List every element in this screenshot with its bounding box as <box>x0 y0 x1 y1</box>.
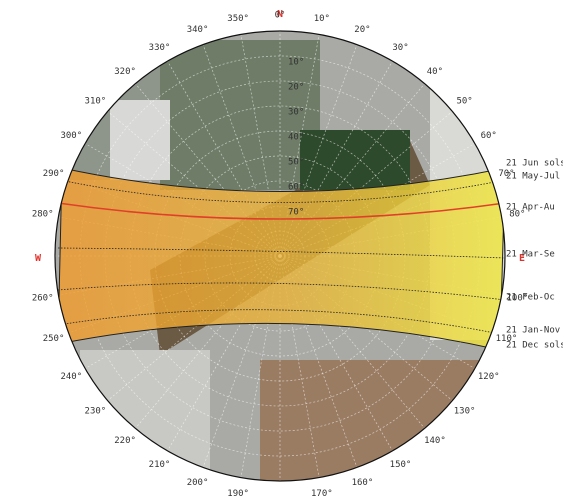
azimuth-label: 110° <box>496 334 518 344</box>
azimuth-label: 50° <box>456 97 472 107</box>
azimuth-label: 210° <box>149 460 171 470</box>
date-label: 21 Feb-Oc <box>506 293 555 303</box>
azimuth-label: 320° <box>114 67 136 77</box>
azimuth-label: 350° <box>227 14 249 24</box>
date-label: 21 May-Jul <box>506 172 560 182</box>
date-labels: 21 Jun solst 21 May-Jul 21 Apr-Au 21 Mar-Se… <box>506 159 563 351</box>
date-curves <box>57 179 505 336</box>
azimuth-label: 340° <box>187 25 209 35</box>
azimuth-label: 170° <box>311 489 333 498</box>
date-label: 21 Jan-Nov <box>506 326 560 336</box>
date-label: 21 Mar-Se <box>506 250 555 260</box>
north-label: N <box>277 9 283 20</box>
altitude-label: 40° <box>288 133 304 143</box>
altitude-label: 30° <box>288 108 304 118</box>
azimuth-label: 60° <box>481 131 497 141</box>
azimuth-label: 280° <box>32 210 54 220</box>
azimuth-label: 30° <box>392 43 408 53</box>
azimuth-label: 220° <box>114 436 136 446</box>
azimuth-label: 100° <box>506 293 528 303</box>
azimuth-label: 300° <box>60 131 82 141</box>
east-label: E <box>519 253 525 264</box>
azimuth-label: 310° <box>85 97 107 107</box>
altitude-label: 20° <box>288 83 304 93</box>
current-date-curve <box>57 202 505 220</box>
azimuth-label: 250° <box>43 334 65 344</box>
date-label: 21 Dec solst <box>506 341 563 351</box>
azimuth-label: 20° <box>354 25 370 35</box>
altitude-label: 10° <box>288 58 304 68</box>
date-label: 21 Jun solst <box>506 159 563 169</box>
azimuth-label: 0° <box>275 11 286 21</box>
sun-path-band <box>57 167 505 351</box>
azimuth-label: 80° <box>509 210 525 220</box>
altitude-label: 50° <box>288 158 304 168</box>
azimuth-label: 70° <box>498 169 514 179</box>
azimuth-label: 150° <box>390 460 412 470</box>
azimuth-label: 40° <box>427 67 443 77</box>
azimuth-label: 230° <box>85 406 107 416</box>
azimuth-label: 200° <box>187 478 209 488</box>
azimuth-label: 190° <box>227 489 249 498</box>
azimuth-label: 120° <box>478 372 500 382</box>
date-label: 21 Apr-Au <box>506 203 555 213</box>
horizon-circle <box>54 30 506 482</box>
azimuth-label: 160° <box>352 478 374 488</box>
azimuth-label: 330° <box>149 43 171 53</box>
azimuth-label: 10° <box>314 14 330 24</box>
azimuth-label: 260° <box>32 293 54 303</box>
azimuth-label: 240° <box>60 372 82 382</box>
altitude-label: 60° <box>288 183 304 193</box>
azimuth-label: 290° <box>43 169 65 179</box>
azimuth-label: 130° <box>454 406 476 416</box>
azimuth-label: 140° <box>424 436 446 446</box>
west-label: W <box>35 253 42 264</box>
altitude-label: 70° <box>288 208 304 218</box>
